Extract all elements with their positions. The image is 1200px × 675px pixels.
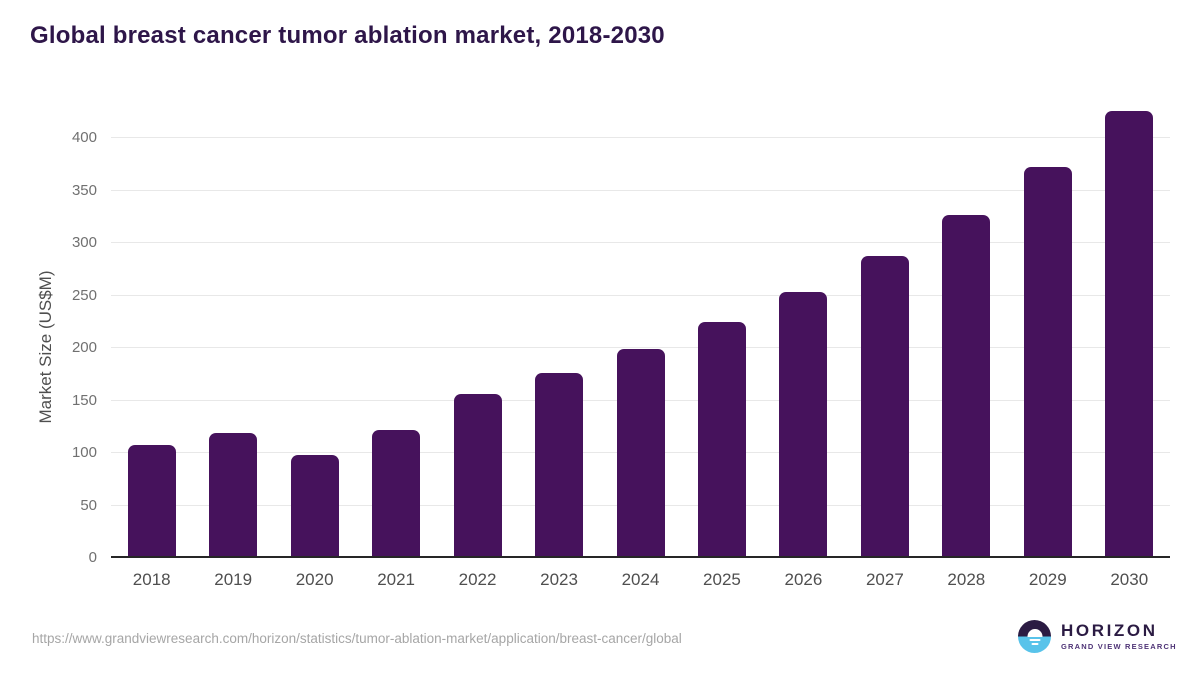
y-tick-label: 100 <box>71 444 97 462</box>
x-tick-label: 2022 <box>458 570 497 589</box>
x-tick-label: 2019 <box>214 570 253 589</box>
x-axis-line <box>111 556 1170 558</box>
x-tick-label: 2025 <box>703 570 741 589</box>
y-tick-label: 300 <box>71 234 97 252</box>
y-tick-label: 200 <box>71 339 97 357</box>
x-tick-label: 2020 <box>295 570 334 589</box>
x-tick-label: 2026 <box>784 570 823 589</box>
sun-reflection-icon <box>1031 642 1038 645</box>
bar <box>453 394 502 557</box>
y-tick-label: 400 <box>71 129 97 147</box>
sun-icon <box>1027 628 1042 637</box>
bar <box>779 292 828 557</box>
chart-title: Global breast cancer tumor ablation mark… <box>30 22 665 49</box>
bar <box>616 349 665 557</box>
logo-text: HORIZON GRAND VIEW RESEARCH <box>1061 622 1177 651</box>
gridline <box>111 189 1170 191</box>
y-tick-label: 150 <box>71 391 97 409</box>
x-tick-label: 2021 <box>377 570 416 589</box>
x-tick-label: 2028 <box>947 570 986 589</box>
bar <box>372 430 421 557</box>
x-tick-label: 2023 <box>540 570 578 589</box>
y-tick-label: 350 <box>71 181 97 199</box>
x-tick-label: 2018 <box>132 570 171 589</box>
bar <box>290 455 339 557</box>
logo-brand-name: HORIZON <box>1061 621 1158 641</box>
y-tick-label: 250 <box>71 286 97 304</box>
gridline <box>111 137 1170 139</box>
source-url: https://www.grandviewresearch.com/horizo… <box>32 631 682 646</box>
bar <box>127 445 176 557</box>
gridline <box>111 242 1170 244</box>
bar <box>860 256 909 557</box>
x-tick-label: 2027 <box>865 570 904 589</box>
bar <box>1023 167 1072 557</box>
bar <box>942 215 991 557</box>
logo-subtitle: GRAND VIEW RESEARCH <box>1061 641 1177 651</box>
gridline <box>111 294 1170 296</box>
horizon-logo: HORIZON GRAND VIEW RESEARCH <box>1018 620 1177 653</box>
bar <box>1105 111 1154 557</box>
bar <box>209 433 258 557</box>
bar <box>535 373 584 557</box>
bar <box>697 322 746 557</box>
y-tick-label: 50 <box>80 496 97 514</box>
y-tick-label: 0 <box>88 549 97 566</box>
horizon-logo-icon <box>1018 620 1051 653</box>
x-tick-label: 2024 <box>621 570 660 589</box>
sun-reflection-icon <box>1029 638 1040 641</box>
gridline <box>111 347 1170 349</box>
x-tick-label: 2029 <box>1028 570 1067 589</box>
x-tick-label: 2030 <box>1110 570 1149 589</box>
